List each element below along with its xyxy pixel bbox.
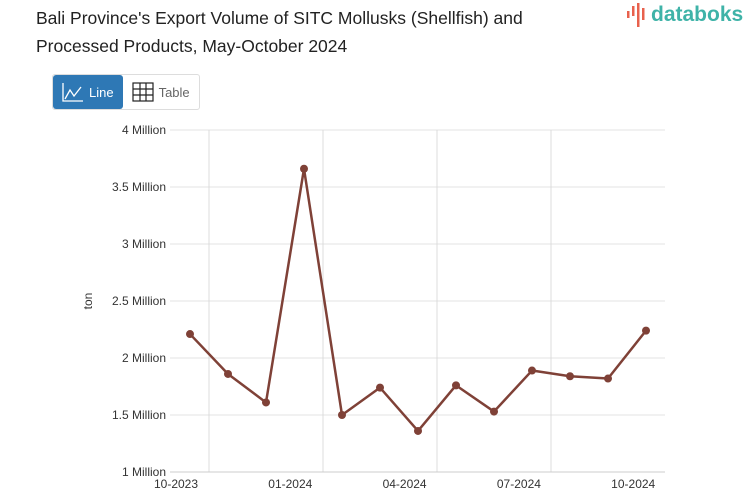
line-chart-icon <box>62 83 83 102</box>
data-point <box>376 383 384 392</box>
data-point <box>528 366 536 375</box>
y-tick-label: 1 Million <box>122 465 166 479</box>
data-point <box>338 411 346 419</box>
x-tick-label: 04-2024 <box>383 477 427 491</box>
databoks-logo: databoks <box>626 2 743 28</box>
y-tick-label: 2.5 Million <box>112 294 166 308</box>
data-point <box>490 407 498 416</box>
y-axis-label: ton <box>81 293 95 310</box>
data-point <box>566 372 574 381</box>
data-point <box>414 426 422 435</box>
table-view-button[interactable]: Table <box>123 75 199 109</box>
y-tick-label: 1.5 Million <box>112 408 166 422</box>
x-tick-label: 01-2024 <box>268 477 312 491</box>
data-point <box>604 374 612 383</box>
data-point <box>642 326 650 335</box>
line-view-label: Line <box>89 84 114 100</box>
y-tick-label: 4 Million <box>122 123 166 137</box>
x-tick-label: 10-2024 <box>611 477 655 491</box>
data-point <box>452 381 460 390</box>
line-view-button[interactable]: Line <box>53 75 123 109</box>
y-tick-label: 3.5 Million <box>112 180 166 194</box>
data-point <box>262 398 270 407</box>
data-point <box>224 369 232 378</box>
chart-title: Bali Province's Export Volume of SITC Mo… <box>36 8 523 56</box>
table-view-label: Table <box>158 84 190 100</box>
view-toggle: Line Table <box>52 74 200 110</box>
logo-bars-icon <box>627 3 645 27</box>
x-tick-label: 10-2023 <box>154 477 198 491</box>
x-tick-label: 07-2024 <box>497 477 541 491</box>
series-line <box>189 167 647 433</box>
y-tick-label: 3 Million <box>122 237 166 251</box>
table-grid-icon <box>131 82 154 102</box>
data-point <box>300 164 308 173</box>
data-point <box>186 330 194 339</box>
y-tick-label: 2 Million <box>122 351 166 365</box>
